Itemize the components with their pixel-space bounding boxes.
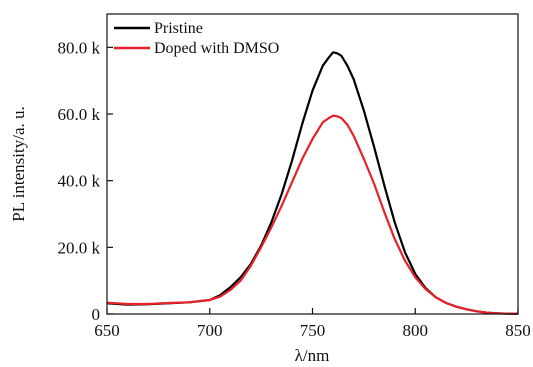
legend: Pristine Doped with DMSO <box>114 20 279 57</box>
series-line-0 <box>106 51 519 315</box>
series-layer <box>106 51 519 315</box>
x-tick-label-3: 800 <box>403 321 429 340</box>
x-tick-label-2: 750 <box>300 321 326 340</box>
y-tick-label-1: 20.0 k <box>58 238 101 257</box>
x-axis-title: λ/nm <box>295 346 330 365</box>
series-line-1 <box>106 114 519 315</box>
y-tick-label-2: 40.0 k <box>58 172 101 191</box>
y-tick-label-0: 0 <box>92 305 101 324</box>
legend-label-dmso: Doped with DMSO <box>154 40 279 57</box>
ticks-layer: 650 700 750 800 850 0 20.0 k 40.0 k 60.0 k 80.0 k <box>58 38 531 340</box>
x-tick-label-0: 650 <box>94 321 120 340</box>
x-tick-label-4: 850 <box>505 321 531 340</box>
y-tick-label-4: 80.0 k <box>58 38 101 57</box>
y-tick-label-3: 60.0 k <box>58 105 101 124</box>
plot-frame <box>106 13 519 315</box>
legend-label-pristine: Pristine <box>154 20 203 37</box>
y-axis-title: PL intensity/a. u. <box>9 106 28 222</box>
x-tick-label-1: 700 <box>197 321 223 340</box>
